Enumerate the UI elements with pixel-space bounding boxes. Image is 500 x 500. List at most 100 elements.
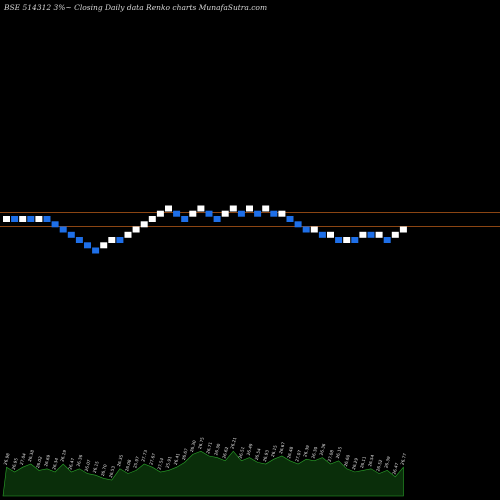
renko-brick-up <box>375 231 383 238</box>
volume-label: 26.77 <box>400 452 408 465</box>
renko-brick-down <box>213 216 221 222</box>
renko-brick-down <box>237 210 245 217</box>
renko-brick-up <box>221 210 229 217</box>
volume-label: 26.41 <box>173 452 181 465</box>
volume-label: 26.67 <box>181 447 189 460</box>
renko-brick-down <box>11 216 19 222</box>
renko-brick-up <box>165 205 172 212</box>
volume-label: 27.04 <box>19 452 27 465</box>
renko-brick-down <box>84 242 91 249</box>
renko-brick-down <box>59 226 67 233</box>
volume-label: 26.53 <box>108 465 116 478</box>
renko-brick-down <box>116 237 124 243</box>
volume-label: 25.97 <box>132 455 140 468</box>
volume-label: 26.29 <box>351 457 359 470</box>
renko-brick-down <box>205 210 213 217</box>
renko-brick-up <box>108 237 116 243</box>
volume-label: 26.19 <box>59 449 67 462</box>
volume-label: 26.15 <box>92 460 100 473</box>
volume-label: 26.08 <box>124 459 132 472</box>
volume-label: 26.15 <box>270 444 278 457</box>
renko-brick-down <box>318 231 326 238</box>
volume-label: 26.62 <box>221 446 229 459</box>
volume-label: 26.48 <box>286 446 294 459</box>
volume-label: 26.34 <box>51 457 59 470</box>
renko-brick-down <box>43 216 51 222</box>
volume-label: 26.93 <box>262 449 270 462</box>
volume-label: 26.11 <box>359 455 367 468</box>
renko-brick-up <box>229 205 237 212</box>
renko-brick-down <box>286 216 294 222</box>
renko-brick-up <box>262 205 270 212</box>
volume-label: 27.07 <box>294 449 302 462</box>
volume-label: 26.07 <box>84 459 92 472</box>
renko-brick-up <box>399 226 407 233</box>
renko-brick-up <box>327 231 334 238</box>
volume-label: 26.52 <box>375 459 383 472</box>
renko-brick-up <box>19 216 27 222</box>
renko-brick-up <box>3 216 10 222</box>
renko-brick-down <box>67 231 75 238</box>
volume-label: 26.60 <box>343 454 351 467</box>
renko-brick-down <box>51 221 59 228</box>
volume-label: 26.47 <box>391 462 399 475</box>
volume-label: 26.38 <box>27 449 35 462</box>
renko-brick-up <box>140 221 148 228</box>
chart-title: BSE 514312 3%~ Closing Daily data Renko … <box>4 3 268 12</box>
volume-label: 26.36 <box>76 454 84 467</box>
renko-brick-down <box>335 237 343 243</box>
volume-label: 26.47 <box>67 457 75 470</box>
renko-brick-down <box>270 210 278 217</box>
renko-brick-up <box>148 216 156 222</box>
volume-label: 26.39 <box>383 455 391 468</box>
volume-label: 26.95 <box>11 457 19 470</box>
volume-label: 26.35 <box>116 454 124 467</box>
renko-brick-down <box>367 231 375 238</box>
renko-brick-up <box>246 205 253 212</box>
renko-brick-down <box>27 216 35 222</box>
volume-label: 26.98 <box>3 452 11 465</box>
renko-bricks <box>3 205 407 254</box>
volume-label: 27.54 <box>157 457 165 470</box>
volume-label: 26.36 <box>319 443 327 456</box>
renko-brick-down <box>92 247 100 254</box>
volume-label: 26.69 <box>43 454 51 467</box>
volume-label: 25.91 <box>165 455 173 468</box>
renko-brick-down <box>254 210 262 217</box>
volume-label: 26.15 <box>335 446 343 459</box>
volume-label: 26.30 <box>310 446 318 459</box>
volume-label: 26.21 <box>229 436 237 449</box>
volume-label: 27.73 <box>140 449 148 462</box>
volume-area <box>2 450 404 497</box>
volume-label: 26.49 <box>246 443 254 456</box>
renko-brick-up <box>35 216 43 222</box>
reference-lines <box>0 212 500 227</box>
renko-brick-down <box>173 210 181 217</box>
renko-brick-down <box>294 221 302 228</box>
renko-brick-up <box>124 231 132 238</box>
volume-label: 27.67 <box>148 452 156 465</box>
volume-label: 27.08 <box>327 449 335 462</box>
renko-brick-up <box>278 210 286 217</box>
renko-brick-up <box>156 210 164 217</box>
renko-brick-up <box>391 231 399 238</box>
renko-brick-up <box>189 210 197 217</box>
renko-brick-down <box>351 237 359 243</box>
volume-label: 26.54 <box>367 454 375 467</box>
volume-label: 26.51 <box>238 446 246 459</box>
volume-label: 26.71 <box>205 441 213 454</box>
volume-label: 26.02 <box>35 455 43 468</box>
volume-label: 26.30 <box>213 443 221 456</box>
volume-panel: 26.98 26.95 27.04 26.38 26.02 26.69 26.3426.19… <box>2 436 408 497</box>
renko-brick-up <box>132 226 140 233</box>
volume-label: 26.39 <box>302 444 310 457</box>
renko-brick-down <box>75 237 83 243</box>
renko-brick-up <box>100 242 108 249</box>
volume-label: 26.67 <box>278 441 286 454</box>
renko-brick-up <box>359 231 367 238</box>
renko-brick-up <box>310 226 318 233</box>
renko-brick-down <box>302 226 310 233</box>
renko-brick-down <box>383 237 391 243</box>
volume-label: 26.30 <box>189 439 197 452</box>
